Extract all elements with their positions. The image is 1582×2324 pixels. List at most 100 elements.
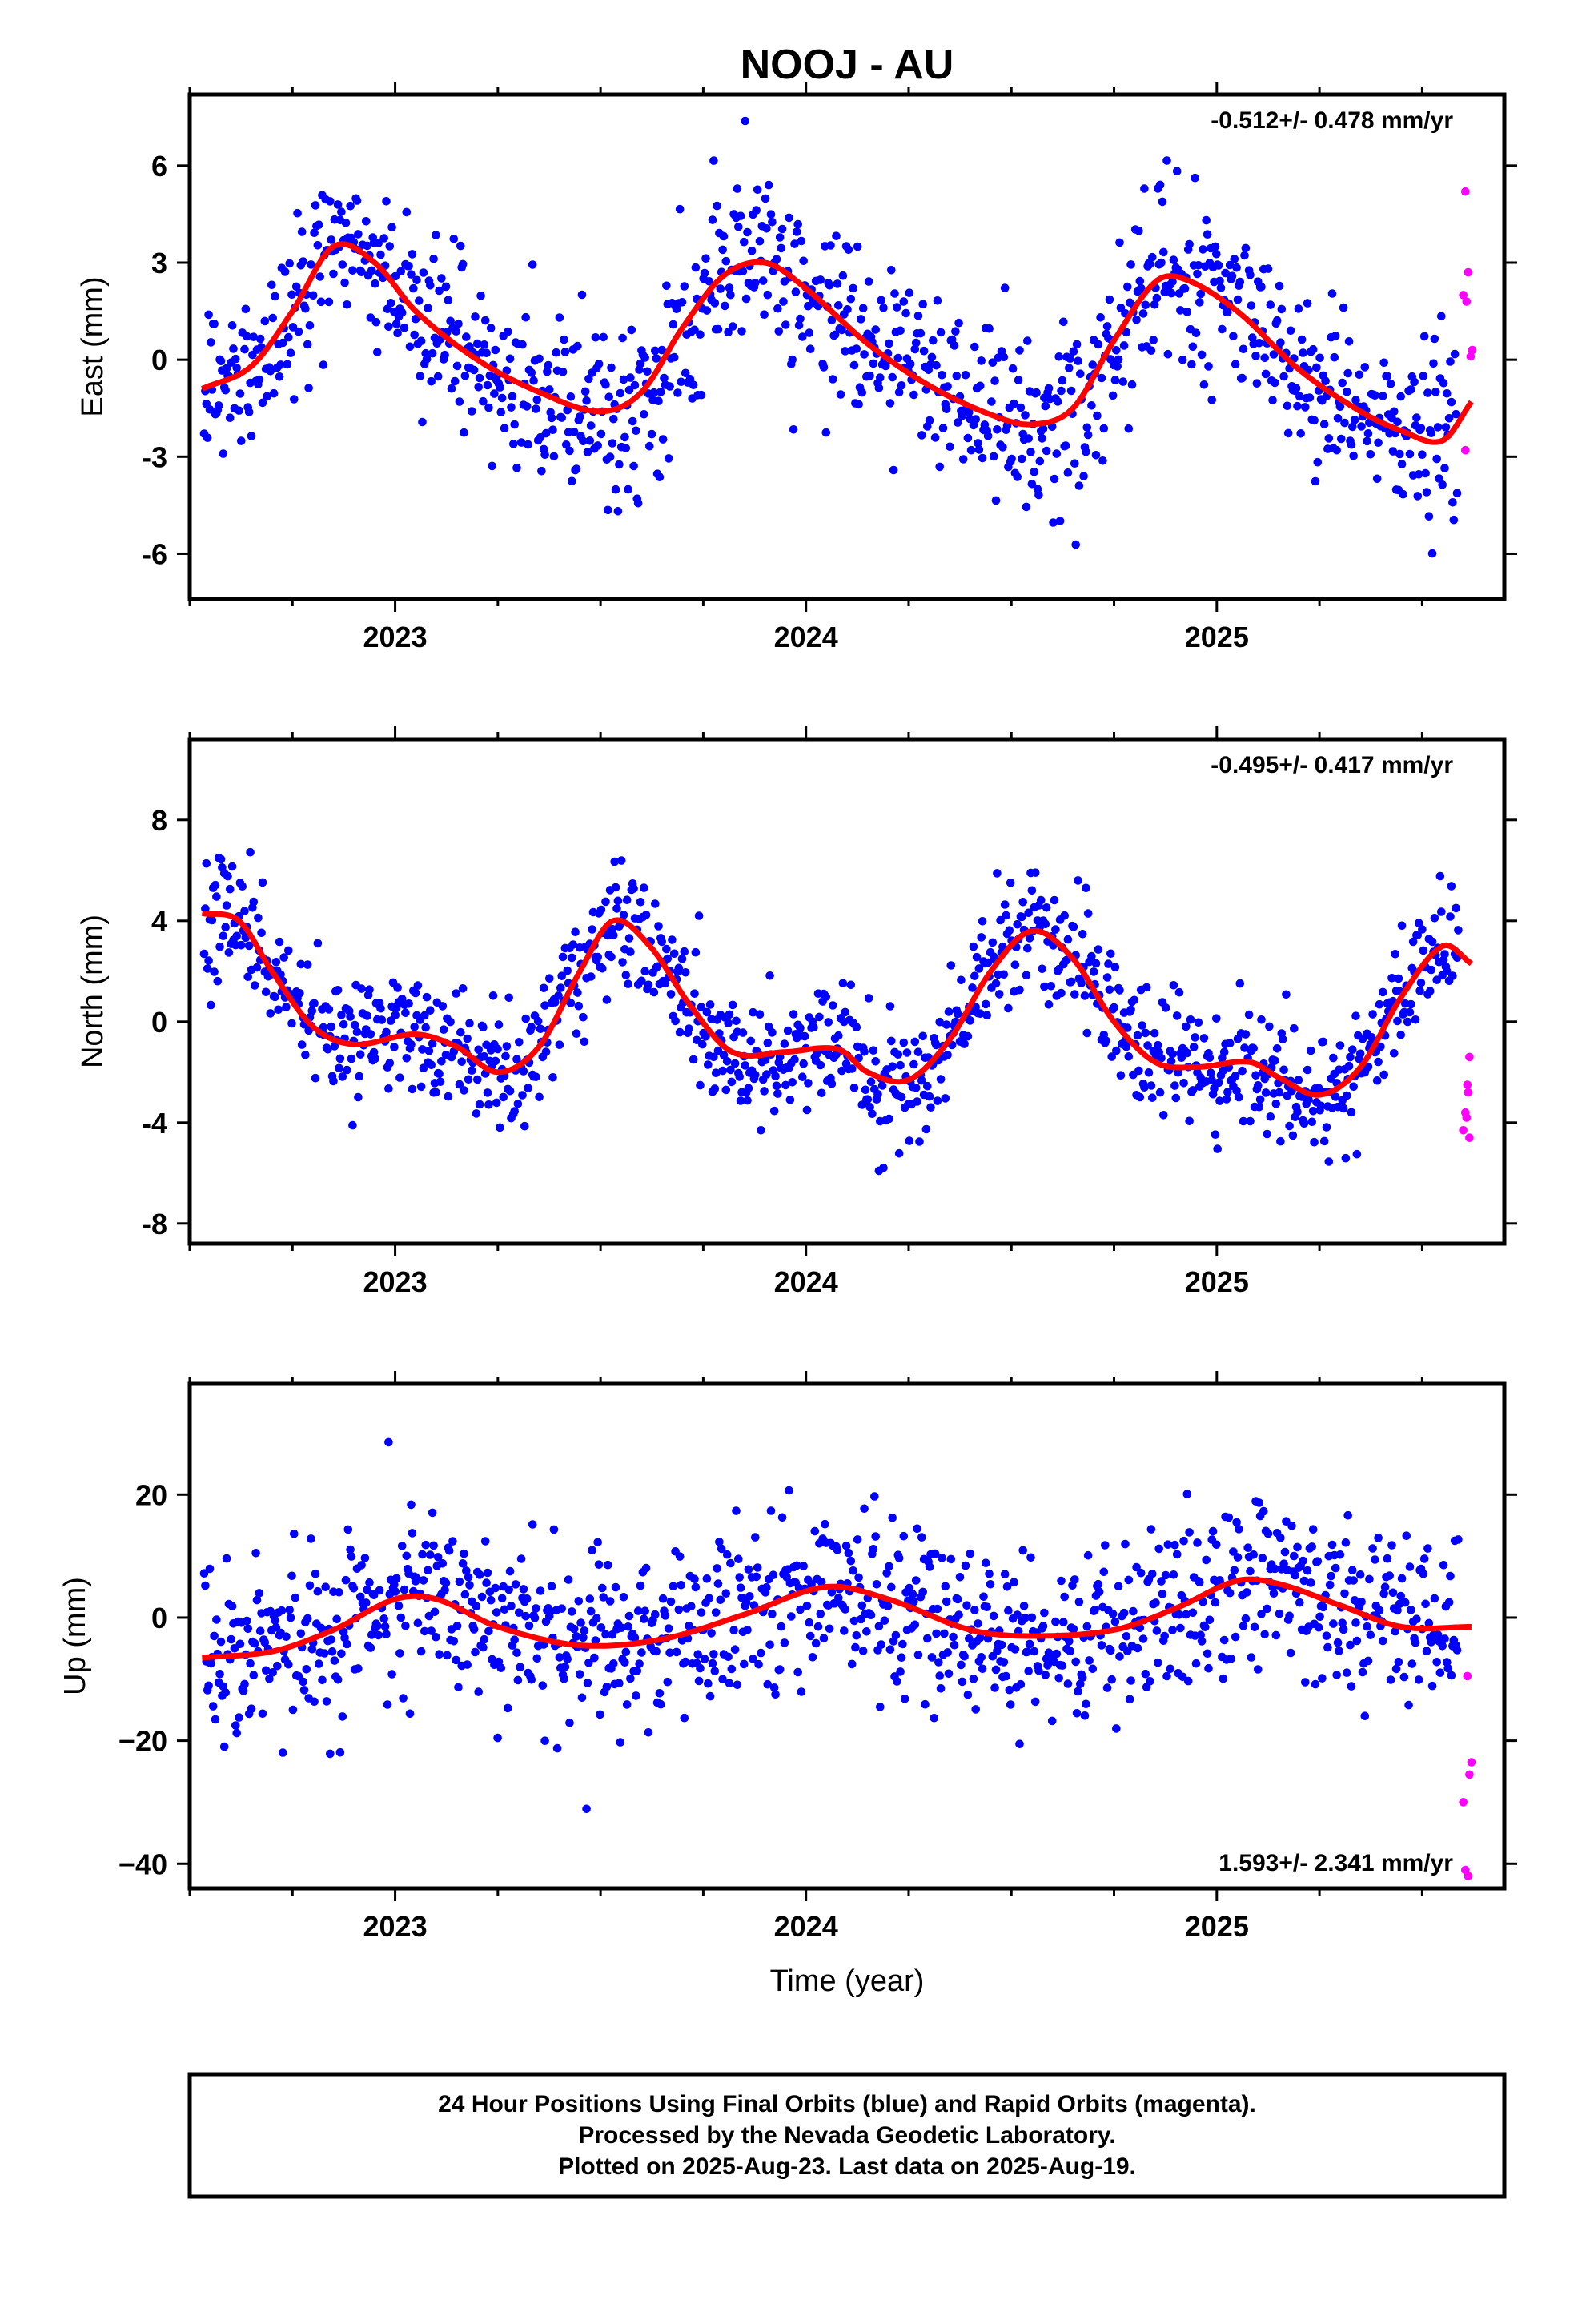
north-final-point <box>651 899 660 908</box>
up-final-point <box>1129 1606 1138 1616</box>
up-final-point <box>1072 1709 1082 1718</box>
north-final-point <box>728 1000 737 1010</box>
east-final-point <box>936 328 946 337</box>
up-final-point <box>1069 1624 1078 1634</box>
up-final-point <box>1246 1566 1255 1576</box>
north-final-point <box>1257 1015 1266 1024</box>
up-final-point <box>745 1592 754 1601</box>
up-final-point <box>444 1546 454 1555</box>
up-final-point <box>681 1657 690 1667</box>
north-final-point <box>254 913 263 923</box>
up-final-point <box>1446 1571 1455 1581</box>
north-final-point <box>849 1084 859 1092</box>
east-final-point <box>1140 184 1149 193</box>
up-final-point <box>652 1647 661 1656</box>
north-y-tick-label: 4 <box>151 905 167 938</box>
up-final-point <box>869 1545 878 1554</box>
up-final-point <box>762 1582 771 1592</box>
east-final-point <box>271 292 279 301</box>
east-final-point <box>1438 480 1447 489</box>
north-final-point <box>1155 1088 1165 1097</box>
up-final-point <box>479 1642 488 1652</box>
east-final-point <box>1357 422 1366 431</box>
up-final-point <box>633 1606 643 1615</box>
up-final-point <box>1154 1544 1163 1554</box>
east-final-point <box>1248 333 1257 342</box>
north-final-point <box>512 1055 521 1063</box>
up-final-point <box>1352 1636 1362 1646</box>
north-final-point <box>1303 1065 1312 1075</box>
up-final-point <box>862 1627 871 1636</box>
up-final-point <box>911 1576 921 1585</box>
up-final-point <box>744 1565 753 1574</box>
up-final-point <box>1110 1617 1120 1626</box>
east-final-point <box>1188 342 1198 352</box>
east-final-point <box>402 207 412 217</box>
east-final-point <box>327 235 336 244</box>
up-final-point <box>883 1602 893 1610</box>
north-final-point <box>410 1023 419 1031</box>
north-final-point <box>957 975 966 985</box>
east-final-point <box>532 404 540 413</box>
up-final-point <box>528 1520 537 1529</box>
north-final-point <box>1172 1011 1182 1020</box>
up-final-point <box>579 1633 588 1642</box>
east-x-tick-label: 2025 <box>1185 621 1249 653</box>
east-final-point <box>833 279 842 288</box>
north-final-point <box>1094 945 1103 954</box>
up-final-point <box>805 1631 815 1641</box>
up-final-point <box>568 1607 576 1616</box>
east-final-point <box>568 476 576 486</box>
up-final-point <box>1041 1671 1050 1679</box>
up-final-point <box>833 1546 842 1554</box>
east-final-point <box>932 360 941 370</box>
up-final-point <box>536 1586 545 1595</box>
east-final-point <box>432 231 440 239</box>
up-final-point <box>1136 1568 1146 1578</box>
east-final-point <box>691 263 701 272</box>
north-final-point <box>1185 1116 1194 1126</box>
up-final-point <box>1348 1566 1357 1574</box>
north-final-point <box>1405 1007 1415 1017</box>
east-final-point <box>544 360 553 370</box>
north-final-point <box>877 1081 887 1090</box>
north-final-point <box>654 922 663 931</box>
north-final-point <box>1022 971 1031 980</box>
north-final-point <box>1331 1092 1340 1101</box>
up-final-point <box>1386 1675 1395 1684</box>
up-final-point <box>321 1582 331 1591</box>
up-final-point <box>1016 1679 1026 1689</box>
east-final-point <box>788 355 797 364</box>
east-final-point <box>1211 242 1220 251</box>
north-final-point <box>1091 959 1101 968</box>
east-final-point <box>528 260 537 269</box>
east-final-point <box>621 444 631 452</box>
north-final-point <box>275 937 284 947</box>
north-final-point <box>536 1024 545 1034</box>
up-final-point <box>522 1594 532 1603</box>
up-final-point <box>424 1566 432 1575</box>
east-final-point <box>572 464 581 473</box>
up-final-point <box>765 1640 774 1649</box>
north-final-point <box>671 1016 680 1026</box>
east-final-point <box>1432 454 1441 464</box>
up-final-point <box>402 1551 412 1561</box>
up-final-point <box>656 1699 665 1709</box>
north-final-point <box>1194 1018 1203 1027</box>
north-final-point <box>1044 1000 1054 1009</box>
up-final-point <box>1329 1619 1338 1628</box>
north-final-point <box>1030 868 1040 877</box>
east-final-point <box>710 299 720 308</box>
north-final-point <box>1191 1033 1199 1042</box>
north-final-point <box>532 1072 540 1081</box>
up-final-point <box>337 1649 346 1659</box>
up-final-point <box>379 1614 389 1623</box>
up-final-point <box>677 1581 685 1590</box>
up-final-point <box>707 1629 716 1638</box>
east-final-point <box>938 371 946 380</box>
north-final-point <box>983 958 993 967</box>
up-final-point <box>1112 1724 1121 1733</box>
east-final-point <box>1331 332 1340 340</box>
east-final-point <box>446 316 455 326</box>
up-final-point <box>793 1561 801 1570</box>
